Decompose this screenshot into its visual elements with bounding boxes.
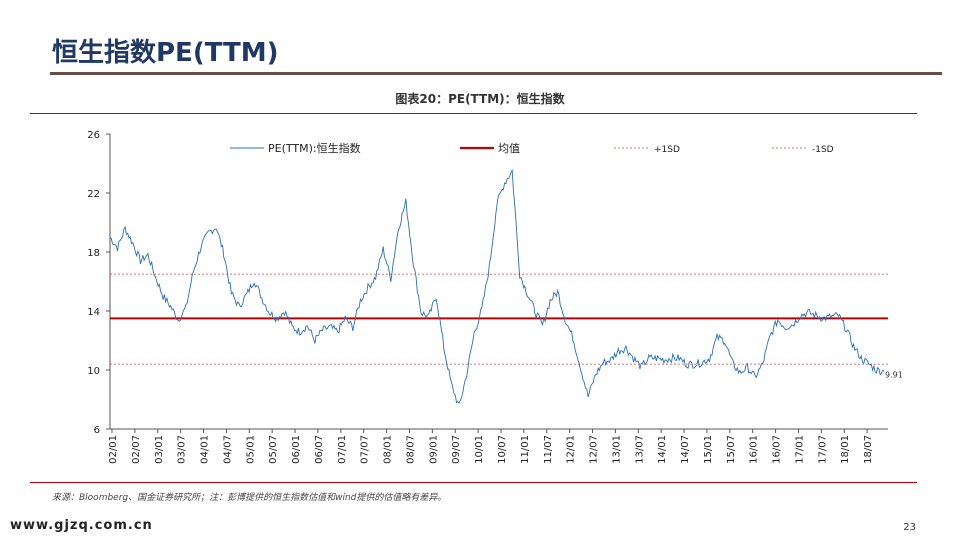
x-tick-label: 09/07 xyxy=(451,435,462,464)
x-tick-label: 10/07 xyxy=(497,435,508,464)
legend-series-label: PE(TTM):恒生指数 xyxy=(268,141,361,155)
x-tick-label: 13/01 xyxy=(611,435,622,464)
y-tick-label: 18 xyxy=(87,248,100,259)
x-tick-label: 15/01 xyxy=(703,435,714,464)
x-tick-label: 02/07 xyxy=(131,435,142,464)
x-tick-label: 15/07 xyxy=(726,435,737,464)
x-tick-label: 16/07 xyxy=(772,435,783,464)
x-tick-label: 17/07 xyxy=(817,435,828,464)
x-tick-label: 03/07 xyxy=(177,435,188,464)
page-number: 23 xyxy=(903,522,916,533)
chart-top-rule xyxy=(30,113,917,114)
x-tick-label: 07/07 xyxy=(360,435,371,464)
x-tick-label: 02/01 xyxy=(108,435,119,464)
chart-legend: PE(TTM):恒生指数 均值 +1SD -1SD xyxy=(230,141,834,155)
legend-plus-1sd-label: +1SD xyxy=(654,145,680,155)
website-url[interactable]: www.gjzq.com.cn xyxy=(10,518,153,533)
x-tick-label: 11/01 xyxy=(520,435,531,464)
x-tick-label: 07/01 xyxy=(337,435,348,464)
y-tick-label: 22 xyxy=(87,189,100,200)
x-tick-label: 09/01 xyxy=(428,435,439,464)
legend-minus-1sd-label: -1SD xyxy=(812,145,834,155)
x-tick-label: 04/07 xyxy=(222,435,233,464)
reference-lines xyxy=(110,273,888,365)
x-tick-label: 18/07 xyxy=(863,435,874,464)
x-tick-label: 17/01 xyxy=(794,435,805,464)
chart-bottom-rule xyxy=(30,482,917,483)
x-tick-label: 08/07 xyxy=(405,435,416,464)
legend-mean-label: 均值 xyxy=(498,142,520,155)
x-tick-label: 14/01 xyxy=(657,435,668,464)
y-tick-label: 10 xyxy=(87,366,100,377)
slide-title: 恒生指数PE(TTM) xyxy=(52,38,279,68)
pe-series-line xyxy=(109,168,885,404)
chart-title: 图表20：PE(TTM)：恒生指数 xyxy=(395,92,565,106)
x-tick-label: 10/01 xyxy=(474,435,485,464)
x-tick-label: 03/01 xyxy=(154,435,165,464)
x-tick-label: 18/01 xyxy=(840,435,851,464)
source-note: 来源：Bloomberg、国金证券研究所；注：彭博提供的恒生指数估值和wind提… xyxy=(52,493,447,503)
x-tick-label: 16/01 xyxy=(749,435,760,464)
title-rule xyxy=(50,72,942,75)
x-tick-label: 04/01 xyxy=(200,435,211,464)
y-tick-label: 26 xyxy=(87,130,100,141)
x-tick-label: 05/01 xyxy=(245,435,256,464)
chart-axes: 6 10 14 18 22 26 02/01 02/07 03/01 03/07 04/01 04/0… xyxy=(87,130,888,464)
x-tick-label: 12/01 xyxy=(566,435,577,464)
y-tick-label: 6 xyxy=(94,425,100,436)
x-tick-label: 11/07 xyxy=(543,435,554,464)
x-tick-label: 05/07 xyxy=(268,435,279,464)
x-tick-label: 14/07 xyxy=(680,435,691,464)
series-layer: 9.91 xyxy=(109,168,903,404)
last-value-label: 9.91 xyxy=(885,370,903,379)
x-tick-label: 12/07 xyxy=(589,435,600,464)
x-tick-label: 06/01 xyxy=(291,435,302,464)
x-tick-label: 08/01 xyxy=(383,435,394,464)
y-tick-label: 14 xyxy=(87,307,100,318)
x-tick-label: 13/07 xyxy=(634,435,645,464)
x-tick-label: 06/07 xyxy=(314,435,325,464)
